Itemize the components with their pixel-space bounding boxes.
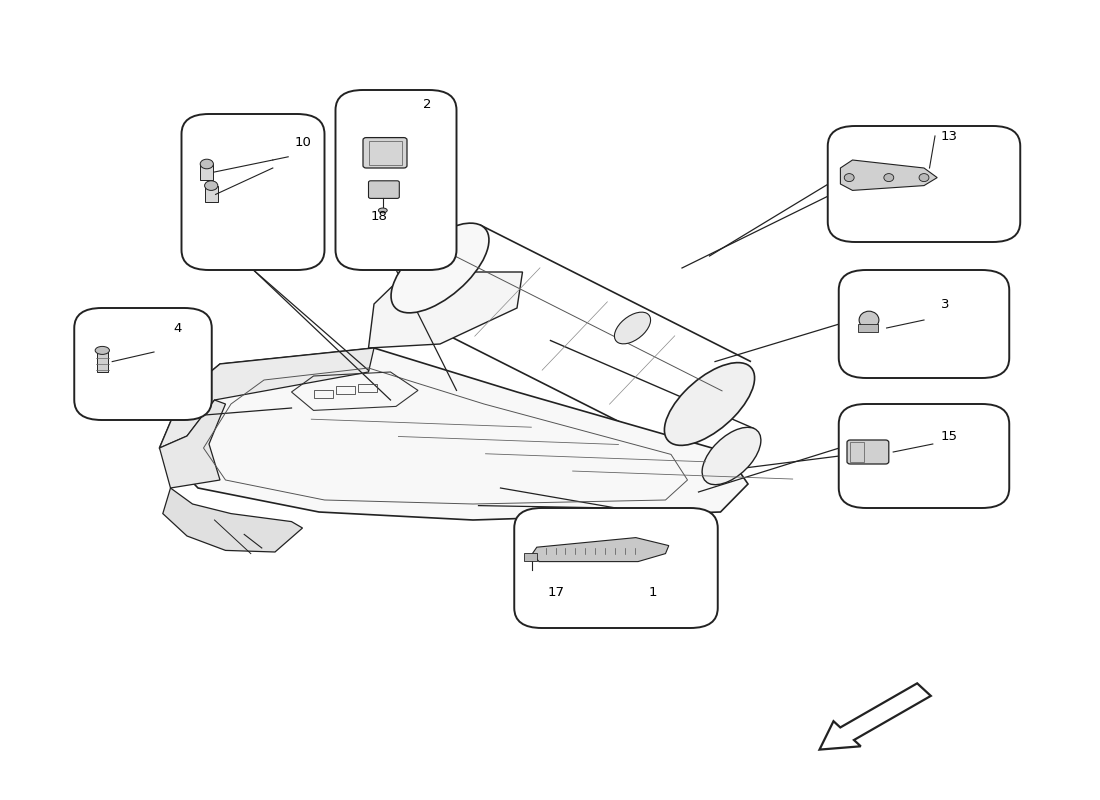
FancyBboxPatch shape — [838, 404, 1010, 508]
Ellipse shape — [859, 311, 879, 329]
Bar — [205, 186, 218, 202]
FancyBboxPatch shape — [182, 114, 324, 270]
Text: 13: 13 — [940, 130, 957, 142]
Ellipse shape — [378, 208, 387, 213]
Text: 1: 1 — [649, 586, 658, 598]
Text: 15: 15 — [940, 430, 957, 442]
Ellipse shape — [845, 174, 855, 182]
Bar — [97, 352, 108, 372]
Bar — [850, 442, 864, 462]
Text: 18: 18 — [371, 210, 387, 222]
FancyArrow shape — [820, 683, 931, 750]
Polygon shape — [163, 488, 302, 552]
Ellipse shape — [205, 181, 218, 190]
Text: 17: 17 — [548, 586, 564, 598]
Polygon shape — [160, 348, 748, 520]
Text: 2: 2 — [424, 98, 432, 110]
FancyBboxPatch shape — [838, 270, 1010, 378]
FancyBboxPatch shape — [336, 90, 456, 270]
Ellipse shape — [664, 362, 755, 446]
Polygon shape — [840, 160, 937, 190]
Bar — [524, 553, 537, 561]
Ellipse shape — [702, 427, 761, 485]
Polygon shape — [160, 400, 226, 488]
FancyBboxPatch shape — [515, 508, 718, 628]
Polygon shape — [368, 272, 522, 348]
Polygon shape — [532, 538, 669, 562]
Ellipse shape — [390, 223, 490, 313]
FancyBboxPatch shape — [75, 308, 211, 420]
Ellipse shape — [200, 159, 213, 169]
Ellipse shape — [615, 312, 650, 344]
Bar — [858, 324, 878, 332]
Bar — [358, 384, 377, 392]
Text: 4: 4 — [174, 322, 183, 334]
Text: 3: 3 — [940, 298, 949, 310]
Bar — [336, 386, 355, 394]
Bar — [368, 141, 402, 165]
Polygon shape — [160, 348, 374, 448]
Ellipse shape — [95, 346, 110, 354]
Bar — [314, 390, 333, 398]
FancyBboxPatch shape — [363, 138, 407, 168]
FancyBboxPatch shape — [847, 440, 889, 464]
Ellipse shape — [918, 174, 928, 182]
Ellipse shape — [884, 174, 894, 182]
FancyBboxPatch shape — [827, 126, 1021, 242]
FancyBboxPatch shape — [368, 181, 399, 198]
Text: 10: 10 — [295, 136, 311, 149]
Bar — [200, 164, 213, 180]
